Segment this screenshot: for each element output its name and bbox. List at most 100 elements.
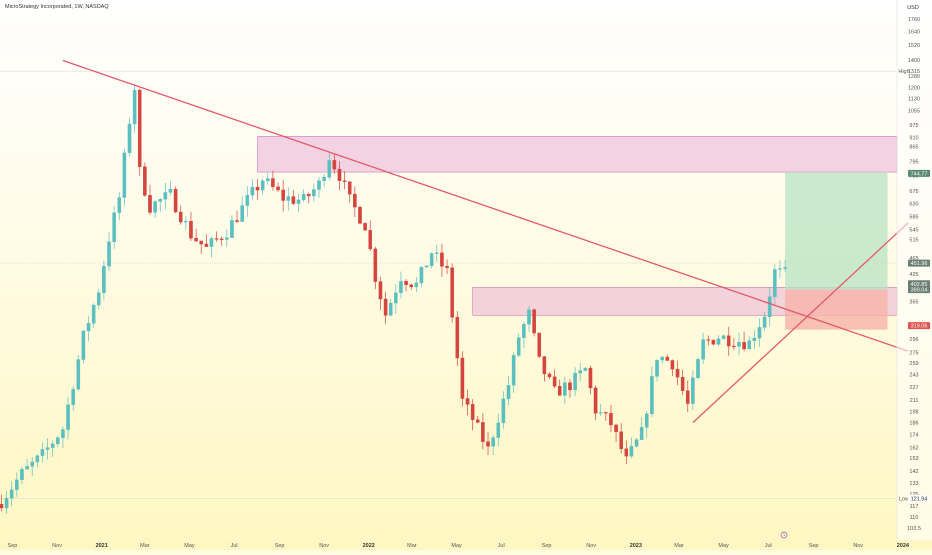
ascending-trendline[interactable] (692, 222, 909, 424)
candle[interactable] (573, 367, 577, 397)
candle[interactable] (650, 366, 654, 417)
candle[interactable] (0, 494, 4, 512)
candle[interactable] (711, 339, 716, 346)
candle[interactable] (604, 411, 608, 421)
candle[interactable] (4, 490, 9, 514)
candle[interactable] (127, 117, 132, 157)
candle[interactable] (45, 438, 50, 460)
candle[interactable] (568, 379, 572, 398)
candle[interactable] (107, 232, 111, 272)
candle[interactable] (629, 437, 634, 459)
candle[interactable] (368, 220, 373, 251)
descending-trendline[interactable] (62, 59, 909, 352)
candle[interactable] (675, 360, 680, 386)
candle[interactable] (102, 260, 106, 300)
candle[interactable] (378, 276, 383, 311)
candle[interactable] (301, 189, 306, 202)
candle[interactable] (614, 423, 618, 443)
candle[interactable] (399, 271, 403, 299)
candle[interactable] (563, 376, 567, 404)
candle[interactable] (537, 332, 542, 358)
candle[interactable] (327, 152, 332, 181)
candle[interactable] (435, 244, 439, 262)
candle[interactable] (598, 403, 603, 416)
candle[interactable] (363, 222, 367, 231)
candle[interactable] (240, 196, 244, 222)
candle[interactable] (168, 181, 173, 196)
candle[interactable] (516, 333, 521, 358)
candle[interactable] (527, 306, 531, 332)
candle[interactable] (445, 259, 449, 275)
candle[interactable] (235, 210, 239, 223)
candle[interactable] (501, 391, 506, 429)
candle[interactable] (173, 186, 178, 213)
candle[interactable] (271, 170, 275, 191)
candle[interactable] (322, 173, 326, 187)
candle[interactable] (409, 283, 413, 290)
candle[interactable] (450, 263, 454, 323)
candle[interactable] (214, 231, 219, 242)
candle[interactable] (547, 372, 552, 380)
candle[interactable] (532, 308, 536, 337)
candle[interactable] (706, 335, 711, 346)
candle[interactable] (153, 200, 157, 218)
candle[interactable] (419, 266, 424, 288)
candle[interactable] (660, 355, 664, 364)
candle[interactable] (440, 243, 444, 278)
candle[interactable] (767, 287, 772, 327)
timezone-clock-icon[interactable] (780, 531, 788, 539)
candle[interactable] (506, 376, 511, 406)
candle[interactable] (639, 417, 644, 441)
candle[interactable] (250, 179, 255, 200)
candle[interactable] (752, 330, 757, 350)
candle[interactable] (388, 298, 393, 317)
candle[interactable] (383, 291, 388, 324)
candle[interactable] (291, 189, 296, 206)
candle[interactable] (542, 356, 547, 382)
candle[interactable] (757, 318, 762, 348)
candle[interactable] (9, 481, 14, 507)
time-axis[interactable]: Sep Nov 2021 Mar May Jul Sep Nov 2022 Mar May Jul Se… (8, 543, 910, 549)
candle[interactable] (40, 442, 45, 463)
candle[interactable] (61, 426, 65, 449)
candles-layer[interactable] (0, 85, 787, 514)
price-badge[interactable]: 390.04 (908, 286, 930, 294)
candle[interactable] (609, 404, 613, 433)
candle[interactable] (184, 215, 188, 230)
candle[interactable] (132, 85, 137, 133)
candle[interactable] (778, 259, 782, 278)
candle[interactable] (557, 379, 562, 396)
candle[interactable] (429, 252, 434, 269)
candle[interactable] (737, 332, 741, 356)
candle[interactable] (588, 365, 593, 395)
candle[interactable] (337, 160, 342, 190)
price-badge[interactable]: 744.77 (908, 169, 930, 178)
candle[interactable] (163, 183, 168, 210)
trendlines-layer[interactable] (62, 59, 909, 424)
candle[interactable] (655, 359, 659, 382)
candle[interactable] (481, 413, 485, 450)
candle[interactable] (691, 370, 695, 411)
price-axis-panel[interactable] (897, 0, 932, 540)
candle[interactable] (742, 331, 746, 352)
candle[interactable] (276, 182, 280, 193)
candle[interactable] (255, 179, 260, 200)
candle[interactable] (634, 438, 639, 448)
candle[interactable] (35, 454, 40, 468)
candle[interactable] (414, 277, 419, 293)
candle[interactable] (199, 240, 203, 255)
candle[interactable] (117, 192, 122, 221)
candle[interactable] (465, 389, 470, 416)
candle[interactable] (486, 431, 490, 456)
candle[interactable] (701, 332, 705, 365)
candle[interactable] (762, 311, 767, 331)
candle[interactable] (665, 354, 670, 362)
candle[interactable] (732, 337, 736, 350)
candle[interactable] (696, 357, 700, 379)
candle[interactable] (286, 187, 291, 211)
candle[interactable] (332, 153, 337, 174)
candle[interactable] (306, 192, 311, 204)
candle[interactable] (680, 369, 685, 396)
